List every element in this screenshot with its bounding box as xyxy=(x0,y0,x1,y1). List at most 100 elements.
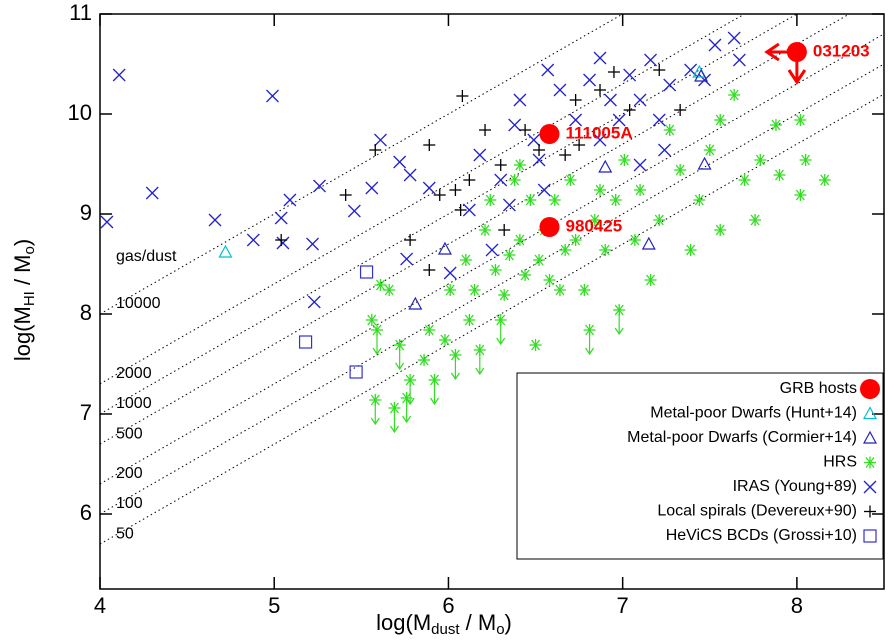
marker-stroke xyxy=(732,53,746,67)
point xyxy=(543,274,556,286)
label-part: log(M xyxy=(376,610,431,635)
upper-limit-arrow xyxy=(370,417,380,426)
marker-stroke xyxy=(365,181,379,195)
marker-stroke xyxy=(494,173,508,187)
point xyxy=(443,266,457,280)
point xyxy=(275,234,288,246)
point xyxy=(383,284,396,296)
ratio-label: 200 xyxy=(116,465,143,482)
point xyxy=(428,374,441,406)
y-tick-label: 6 xyxy=(80,500,92,525)
point xyxy=(479,124,492,136)
marker-stroke xyxy=(443,266,457,280)
marker-shape xyxy=(860,379,880,399)
marker-stroke xyxy=(374,133,387,147)
label-part: / M xyxy=(10,254,35,291)
point xyxy=(533,254,546,266)
point xyxy=(609,194,622,206)
y-tick-label: 9 xyxy=(80,200,92,225)
point xyxy=(444,284,457,296)
point xyxy=(727,31,741,45)
point xyxy=(218,244,233,258)
marker-stroke xyxy=(541,63,555,77)
marker-stroke xyxy=(593,133,607,147)
point xyxy=(641,236,656,250)
label-part: log(M xyxy=(10,306,35,361)
legend-label: IRAS (Young+89) xyxy=(733,478,857,495)
label-subscript: dust xyxy=(431,621,460,638)
point xyxy=(573,139,586,151)
points xyxy=(100,31,831,434)
marker-stroke xyxy=(276,236,290,250)
marker-stroke xyxy=(313,179,326,193)
plot-frame xyxy=(99,13,885,590)
label-subscript: o xyxy=(21,246,38,254)
point xyxy=(663,124,676,136)
marker-stroke xyxy=(708,38,722,52)
point xyxy=(266,89,279,103)
point xyxy=(674,164,687,176)
marker-stroke xyxy=(569,113,583,127)
label-part: ) xyxy=(10,239,35,246)
point xyxy=(519,124,532,136)
point xyxy=(613,304,626,336)
point xyxy=(462,203,476,217)
point xyxy=(593,51,607,65)
upper-limit-arrow xyxy=(585,347,595,356)
point xyxy=(306,237,320,251)
label-part: ) xyxy=(505,610,512,635)
point xyxy=(433,189,446,201)
legend-marker xyxy=(862,406,878,420)
point xyxy=(473,148,487,162)
point xyxy=(208,213,222,227)
point xyxy=(633,158,647,172)
point xyxy=(484,194,497,206)
ratio-title: gas/dust xyxy=(116,248,177,265)
point xyxy=(100,215,114,229)
point xyxy=(374,133,387,147)
point xyxy=(513,93,527,107)
point xyxy=(697,156,712,170)
marker-shape xyxy=(697,156,712,170)
x-tick-label: 6 xyxy=(442,593,454,618)
point xyxy=(533,144,546,156)
point xyxy=(339,189,352,201)
marker-stroke xyxy=(644,53,658,67)
point xyxy=(494,314,507,346)
point xyxy=(359,265,374,279)
point xyxy=(365,314,378,326)
point xyxy=(633,93,647,107)
marker-shape xyxy=(218,244,233,258)
point xyxy=(541,63,555,77)
point xyxy=(283,193,297,207)
marker-shape xyxy=(437,241,452,255)
ratio-lines xyxy=(99,13,885,545)
marker-stroke xyxy=(100,215,114,229)
point xyxy=(764,42,807,85)
marker-stroke xyxy=(266,89,279,103)
point xyxy=(489,264,502,276)
point xyxy=(604,93,617,107)
marker-stroke xyxy=(502,198,516,212)
x-axis-label: log(Mdust / Mo) xyxy=(376,610,512,638)
upper-limit-arrow xyxy=(787,69,807,85)
marker-shape xyxy=(298,335,313,349)
label-subscript: o xyxy=(496,621,504,638)
point xyxy=(594,84,607,96)
point xyxy=(449,349,462,381)
point xyxy=(714,224,727,236)
point xyxy=(423,264,436,276)
point xyxy=(652,113,666,127)
upper-limit-arrow xyxy=(496,337,506,346)
point-label: 980425 xyxy=(565,216,622,235)
x-tick-label: 7 xyxy=(617,593,629,618)
point xyxy=(714,114,727,126)
y-tick-label: 8 xyxy=(80,300,92,325)
legend-marker xyxy=(860,379,880,399)
point xyxy=(388,402,401,434)
point xyxy=(347,204,361,218)
point xyxy=(623,104,636,116)
point xyxy=(349,365,363,379)
